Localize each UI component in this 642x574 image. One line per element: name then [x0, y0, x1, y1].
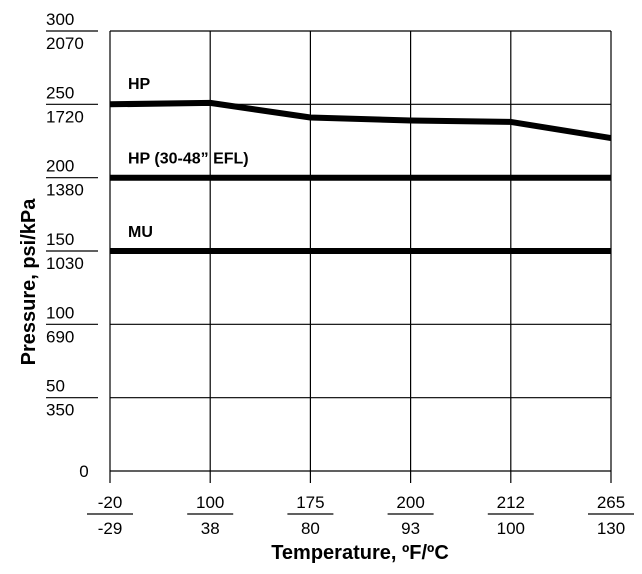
y-tick-label-kpa: 1720 — [46, 107, 84, 126]
series-labels: HP HP (30-48” EFL) MU — [128, 76, 249, 241]
y-tick-label-kpa: 690 — [46, 327, 74, 346]
series-line — [109, 99, 612, 142]
y-tick-label-kpa: 2070 — [46, 34, 84, 53]
x-tick-label-f: -20 — [98, 493, 123, 512]
x-tick-label-f: 100 — [196, 493, 224, 512]
y-tick-label-kpa: 1380 — [46, 181, 84, 200]
series-lines — [109, 99, 612, 254]
y-tick-label-psi: 100 — [46, 303, 74, 322]
x-tick-label-c: 130 — [597, 519, 625, 538]
x-tick-label-f: 200 — [396, 493, 424, 512]
y-tick-label-psi: 50 — [46, 377, 65, 396]
x-tick-label-c: -29 — [98, 519, 123, 538]
y-tick-label-psi: 0 — [79, 462, 88, 481]
x-tick-label-c: 80 — [301, 519, 320, 538]
x-tick-label-f: 175 — [296, 493, 324, 512]
grid-lines — [109, 30, 612, 483]
y-tick-label-psi: 300 — [46, 10, 74, 29]
series-label: HP (30-48” EFL) — [128, 151, 249, 168]
x-tick-label-c: 100 — [497, 519, 525, 538]
y-tick-label-kpa: 1030 — [46, 254, 84, 273]
series-label: HP — [128, 76, 151, 93]
x-tick-label-c: 38 — [201, 519, 220, 538]
y-tick-label-psi: 150 — [46, 230, 74, 249]
x-tick-labels: -20 -29 100 38 175 80 200 93 212 100 265 130 — [87, 493, 634, 538]
y-tick-label-kpa: 350 — [46, 401, 74, 420]
series-label: MU — [128, 224, 153, 241]
x-axis-title: Temperature, ºF/ºC — [271, 542, 449, 564]
x-tick-label-f: 212 — [497, 493, 525, 512]
y-tick-label-psi: 250 — [46, 83, 74, 102]
y-axis-title: Pressure, psi/kPa — [18, 198, 40, 366]
y-tick-labels: 0 50 350 100 690 150 1030 200 1380 250 1720 300 2070 — [46, 10, 98, 481]
x-tick-label-f: 265 — [597, 493, 625, 512]
x-tick-label-c: 93 — [401, 519, 420, 538]
y-tick-label-psi: 200 — [46, 157, 74, 176]
